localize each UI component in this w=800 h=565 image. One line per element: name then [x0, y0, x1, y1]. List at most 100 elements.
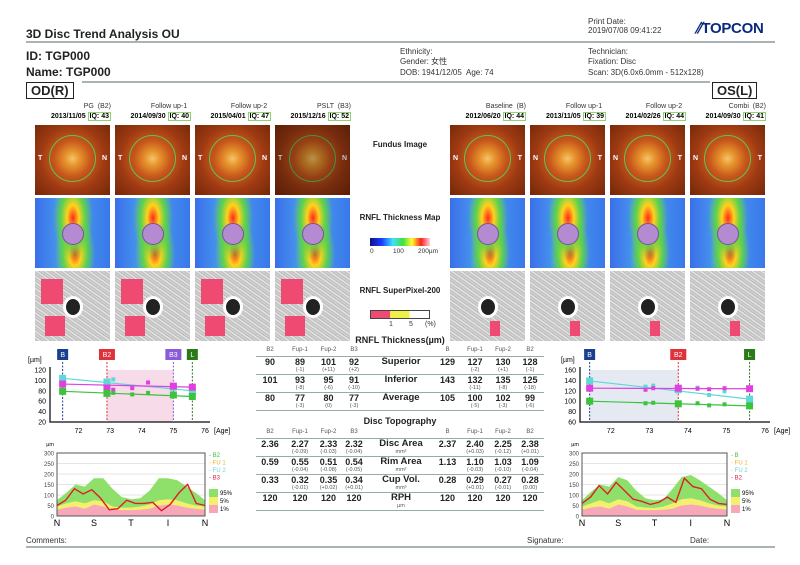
- exam-date: 2014/09/30: [130, 113, 166, 120]
- x-tick-label: 72: [607, 428, 615, 435]
- rnfl-thickness-map[interactable]: [115, 198, 190, 268]
- rnfl-thickness-map[interactable]: [275, 198, 350, 268]
- orientation-label: N: [181, 155, 187, 162]
- value: 0.51: [319, 456, 338, 467]
- band-swatch: [731, 497, 740, 505]
- row-label-text: RPH: [390, 491, 412, 503]
- value-cell: 130 (+1): [490, 356, 516, 375]
- value-cell: 0.51 (-0.08): [316, 456, 341, 475]
- x-tick-label: I: [167, 518, 170, 528]
- change-value: (-6): [525, 402, 535, 409]
- data-point: [643, 384, 648, 389]
- y-axis-label: µm: [571, 442, 579, 448]
- exam-header: PSLT (B3) 2015/12/16 IQ: 52: [275, 102, 351, 122]
- exam-tag: (B): [516, 103, 526, 110]
- exam-label: Follow up-2: [230, 103, 268, 110]
- data-point: [146, 390, 151, 395]
- technician: Technician:: [588, 47, 629, 56]
- value: 143: [439, 374, 456, 385]
- value: 91: [348, 374, 359, 385]
- data-point: [103, 384, 111, 392]
- column-header: B2: [516, 428, 544, 439]
- axes: [49, 367, 210, 423]
- rnfl-superpixel-map[interactable]: [450, 271, 525, 341]
- orientation-label: T: [38, 155, 43, 162]
- disc-overlay: [717, 223, 739, 245]
- legend-entry: - FU 1: [209, 461, 226, 467]
- band-swatch: [209, 497, 218, 505]
- rnfl-thickness-map[interactable]: [610, 198, 685, 268]
- value-cell: 95 (-6): [316, 374, 341, 393]
- x-tick-label: N: [54, 518, 61, 528]
- topcon-logo: ⫽TOPCON: [695, 20, 764, 37]
- y-tick-label: 60: [38, 399, 46, 406]
- y-tick-label: 300: [569, 452, 580, 458]
- rnfl-thickness-map[interactable]: [450, 198, 525, 268]
- exam-date: 2013/11/05: [50, 113, 86, 120]
- rnfl-superpixel-map[interactable]: [690, 271, 765, 341]
- x-tick-label: 73: [106, 428, 114, 435]
- rnfl-thickness-map[interactable]: [195, 198, 270, 268]
- rnfl-superpixel-map[interactable]: [275, 271, 350, 341]
- row-label: Cup Vol. mm³: [367, 474, 435, 493]
- change-value: (+1): [498, 366, 508, 373]
- rnfl-thickness-map[interactable]: [530, 198, 605, 268]
- scale-min: 0: [370, 248, 374, 255]
- data-point: [746, 385, 754, 393]
- y-tick-label: 100: [34, 378, 46, 385]
- change-value: (-0.10): [494, 466, 512, 473]
- data-point: [130, 386, 135, 391]
- y-tick-label: 200: [569, 473, 580, 479]
- disc-circle: [704, 135, 751, 182]
- value: 99: [524, 392, 535, 403]
- table-row: 0.33 0.32 (-0.01) 0.35 (+0.02) 0.34 (+0.01) Cup…: [256, 474, 544, 493]
- exam-header: Follow up-2 2014/02/26 IQ: 44: [610, 102, 686, 122]
- value: 120: [467, 492, 483, 503]
- y-tick-label: 100: [44, 494, 55, 500]
- change-value: (-3): [498, 402, 508, 409]
- trend-chart-right-eye: [µm] 20 40 60 80 100 120 72 73 74 75 76 [Age] B B2 B3 L: [28, 349, 230, 435]
- orientation-label: T: [757, 155, 762, 162]
- change-value: (-11): [469, 384, 481, 391]
- rnfl-superpixel-map[interactable]: [115, 271, 190, 341]
- data-point: [169, 382, 177, 390]
- value: 0.33: [261, 474, 279, 485]
- orientation-label: T: [278, 155, 283, 162]
- value-cell: 127 (-2): [460, 356, 490, 375]
- rnfl-superpixel-map[interactable]: [530, 271, 605, 341]
- value: 101: [262, 374, 278, 385]
- disc-circle: [544, 135, 591, 182]
- rnfl-thickness-map[interactable]: [35, 198, 110, 268]
- change-value: (-0.01): [494, 484, 512, 491]
- value-cell: 120: [435, 492, 460, 511]
- column-header: Fup-2: [490, 428, 516, 439]
- table-row: 120 120 120 120 RPH µm 120 120 120 120: [256, 491, 544, 511]
- value: 2.27: [291, 438, 309, 449]
- column-header: Fup-2: [316, 346, 341, 357]
- band-swatch: [731, 489, 740, 497]
- value-cell: 101: [256, 374, 284, 393]
- data-point: [707, 403, 712, 408]
- value: 89: [294, 356, 305, 367]
- exam-marker-badge: [98, 349, 115, 360]
- exam-label: Combi: [728, 103, 749, 110]
- band-swatch: [731, 505, 740, 513]
- rnfl-superpixel-map[interactable]: [610, 271, 685, 341]
- x-tick-label: N: [579, 518, 586, 528]
- exam-marker-label: B2: [674, 352, 683, 359]
- rnfl-superpixel-map[interactable]: [195, 271, 270, 341]
- rnfl-superpixel-map[interactable]: [35, 271, 110, 341]
- rnfl-thickness-map[interactable]: [690, 198, 765, 268]
- value-cell: 0.28 (0.00): [516, 474, 544, 493]
- thickness-color-scale: [370, 238, 430, 246]
- change-value: (-0.04): [345, 448, 363, 455]
- image-quality: IQ: 40: [167, 112, 191, 121]
